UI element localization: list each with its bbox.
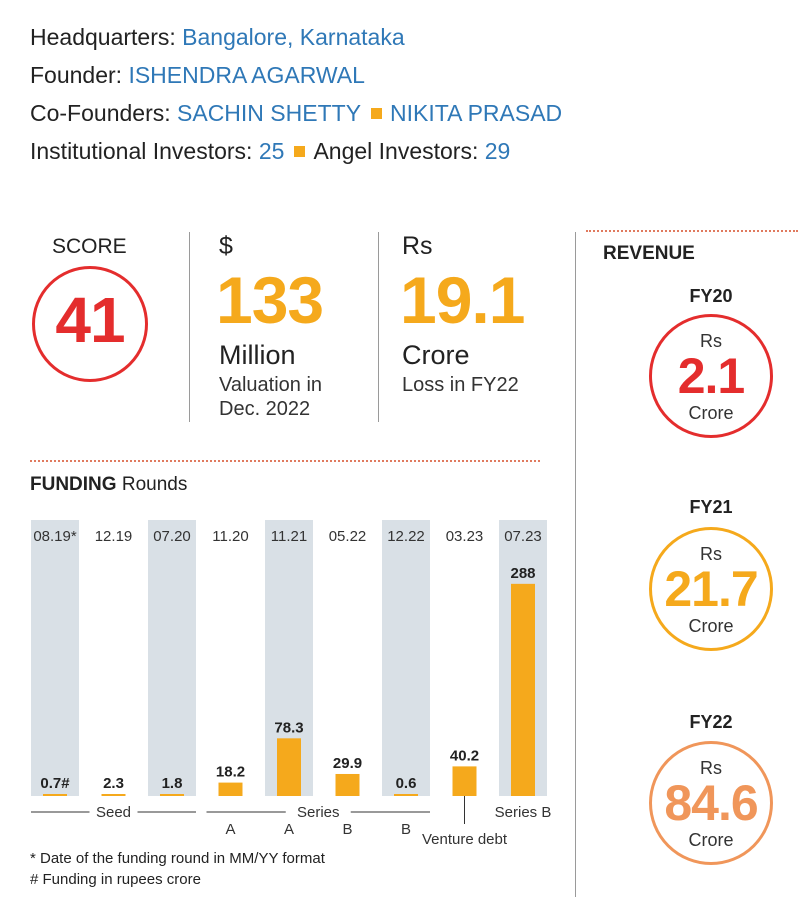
valuation-caption-1: Valuation in [219, 374, 323, 396]
group-label: Seed [96, 804, 131, 821]
funding-bar [394, 794, 418, 796]
funding-rounds-chart: 08.19* 0.7# 12.19 2.3 07.20 1.8 11.20 18.2 A 11.2… [31, 520, 552, 848]
round-date-label: 12.19 [95, 528, 133, 545]
funding-value-label: 40.2 [450, 747, 479, 764]
loss-currency: Rs [402, 232, 433, 260]
divider [378, 232, 379, 422]
funding-value-label: 18.2 [216, 764, 245, 781]
loss-caption: Loss in FY22 [402, 374, 519, 396]
revenue-year-fy21: FY21 [689, 497, 733, 517]
headquarters-line: Headquarters: Bangalore, Karnataka [30, 22, 405, 53]
bullet-icon [371, 108, 383, 120]
date-column-shade [382, 520, 430, 796]
angel-label: Angel Investors: [313, 138, 479, 164]
valuation-caption-2: Dec. 2022 [219, 398, 311, 420]
revenue-circle-fy22: Rs 84.6 Crore [649, 741, 773, 865]
revenue-value-fy21: 21.7 [664, 561, 758, 617]
valuation-value: 133 [216, 263, 324, 337]
loss-unit: Crore [402, 340, 470, 370]
investors-line: Institutional Investors: 25 Angel Investo… [30, 136, 510, 167]
cofounder-2: NIKITA PRASAD [390, 100, 563, 126]
revenue-title: REVENUE [603, 243, 695, 264]
revenue-unit: Crore [688, 403, 734, 423]
funding-bar [43, 794, 67, 796]
revenue-value-fy22: 84.6 [664, 775, 758, 831]
group-label: Venture debt [422, 831, 508, 848]
round-date-label: 07.23 [504, 528, 542, 545]
funding-title: FUNDING Rounds [30, 474, 187, 496]
funding-value-label: 0.6 [396, 775, 417, 792]
round-series-sublabel: A [225, 821, 235, 838]
section-divider [30, 460, 540, 462]
valuation-unit: Million [219, 340, 296, 370]
group-label: Series B [495, 804, 552, 821]
revenue-currency: Rs [700, 331, 722, 351]
score-label: SCORE [52, 235, 127, 258]
revenue-currency: Rs [700, 544, 722, 564]
revenue-value-fy20: 2.1 [677, 348, 746, 404]
round-date-label: 08.19* [33, 528, 77, 545]
revenue-currency: Rs [700, 758, 722, 778]
funding-title-rest: Rounds [116, 474, 188, 495]
funding-value-label: 78.3 [274, 719, 303, 736]
angel-value: 29 [484, 138, 511, 164]
funding-title-bold: FUNDING [30, 474, 117, 495]
funding-value-label: 0.7# [40, 775, 70, 792]
bullet-icon [294, 146, 306, 158]
round-date-label: 11.20 [212, 528, 248, 545]
cofounder-1: SACHIN SHETTY [177, 100, 362, 126]
round-date-label: 11.21 [271, 528, 307, 545]
funding-bar [160, 794, 184, 796]
round-series-sublabel: A [284, 821, 294, 838]
round-date-label: 03.23 [446, 528, 484, 545]
founder-value: ISHENDRA AGARWAL [128, 62, 365, 88]
divider [575, 232, 576, 897]
group-label: Series [297, 804, 340, 821]
funding-bar [218, 782, 243, 796]
founder-line: Founder: ISHENDRA AGARWAL [30, 60, 365, 91]
founder-label: Founder: [30, 62, 123, 88]
round-date-label: 05.22 [329, 528, 367, 545]
funding-value-label: 29.9 [333, 755, 362, 772]
funding-value-label: 288 [510, 565, 535, 582]
revenue-unit: Crore [688, 830, 734, 850]
loss-value: 19.1 [400, 263, 525, 337]
institutional-label: Institutional Investors: [30, 138, 253, 164]
valuation-currency: $ [219, 232, 233, 260]
round-date-label: 12.22 [387, 528, 425, 545]
date-column-shade [148, 520, 196, 796]
score-value: 41 [55, 284, 125, 356]
revenue-top-rule [586, 230, 798, 232]
funding-bar [277, 738, 301, 796]
revenue-circle-fy20: Rs 2.1 Crore [649, 314, 773, 438]
funding-bar [335, 773, 360, 796]
funding-value-label: 2.3 [103, 775, 124, 792]
footnote-funding: # Funding in rupees crore [30, 871, 201, 888]
footnote-date: * Date of the funding round in MM/YY for… [30, 850, 325, 867]
cofounders-label: Co-Founders: [30, 100, 171, 126]
funding-bar [452, 766, 477, 796]
score-circle: 41 [32, 266, 148, 382]
round-series-sublabel: B [401, 821, 411, 838]
revenue-year-fy20: FY20 [689, 286, 733, 306]
date-column-shade [31, 520, 79, 796]
divider [189, 232, 190, 422]
institutional-value: 25 [258, 138, 285, 164]
revenue-circle-fy21: Rs 21.7 Crore [649, 527, 773, 651]
cofounders-line: Co-Founders: SACHIN SHETTY NIKITA PRASAD [30, 98, 562, 129]
funding-value-label: 1.8 [162, 775, 183, 792]
round-series-sublabel: B [342, 821, 352, 838]
revenue-year-fy22: FY22 [689, 712, 733, 732]
funding-bar [101, 794, 126, 796]
funding-bar [511, 583, 535, 796]
headquarters-value: Bangalore, Karnataka [182, 24, 405, 50]
revenue-unit: Crore [688, 616, 734, 636]
headquarters-label: Headquarters: [30, 24, 176, 50]
round-date-label: 07.20 [153, 528, 191, 545]
